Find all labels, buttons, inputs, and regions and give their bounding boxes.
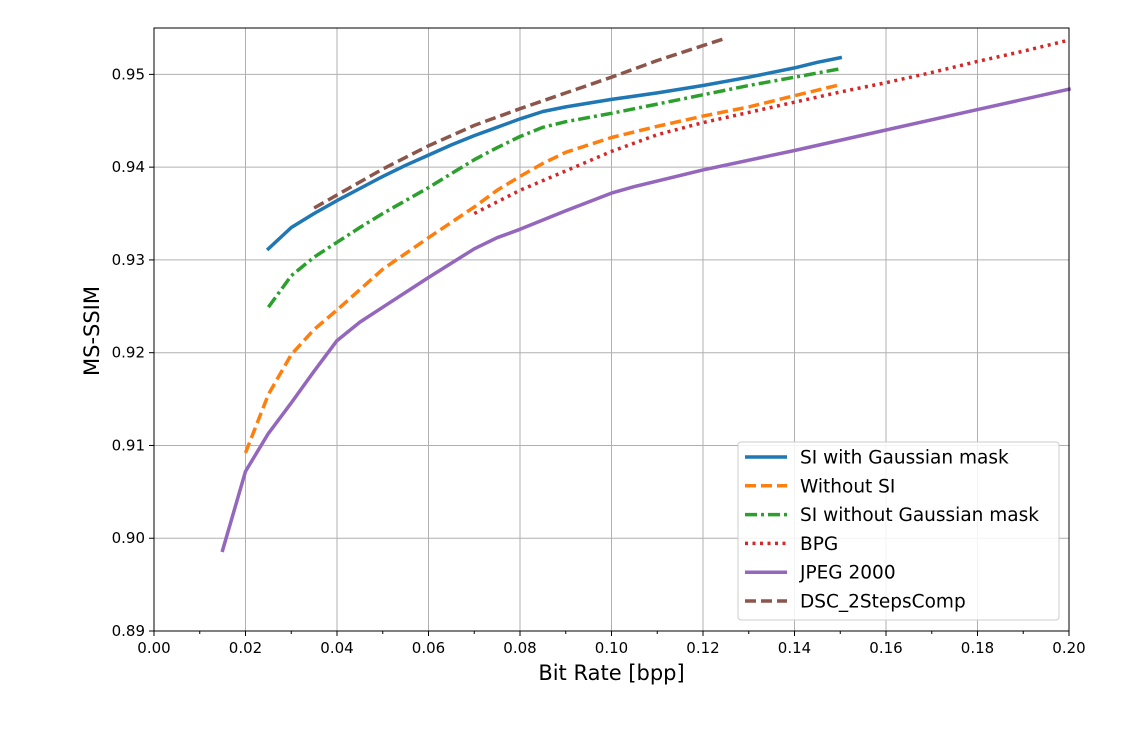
legend-label: SI without Gaussian mask xyxy=(800,505,1039,526)
series-line-5 xyxy=(220,87,1072,553)
legend-label: JPEG 2000 xyxy=(799,563,896,584)
legend-label: DSC_2StepsComp xyxy=(800,592,966,613)
x-tick-label: 0.02 xyxy=(229,639,262,657)
y-tick-label: 0.93 xyxy=(112,251,145,269)
x-tick-label: 0.12 xyxy=(686,639,719,657)
series-line-3 xyxy=(266,67,841,309)
legend-label: BPG xyxy=(800,534,838,555)
x-tick-label: 0.18 xyxy=(961,639,994,657)
y-tick-label: 0.92 xyxy=(112,344,145,362)
x-tick-label: 0.20 xyxy=(1052,639,1085,657)
series-layer xyxy=(220,36,1072,553)
x-tick-label: 0.08 xyxy=(503,639,536,657)
x-axis-title: Bit Rate [bpp] xyxy=(538,661,684,685)
x-tick-label: 0.10 xyxy=(595,639,628,657)
series-line-6 xyxy=(313,36,727,210)
y-tick-label: 0.95 xyxy=(112,65,145,83)
y-tick-label: 0.90 xyxy=(112,529,145,547)
legend: SI with Gaussian mask Without SI SI withou… xyxy=(737,441,1060,621)
x-tick-label: 0.00 xyxy=(137,639,170,657)
series-line-1 xyxy=(265,55,843,252)
y-tick-label: 0.91 xyxy=(112,436,145,454)
legend-box xyxy=(737,441,1060,621)
x-tick-label: 0.14 xyxy=(778,639,811,657)
y-axis: 0.89 0.90 0.91 0.92 0.93 0.94 0.95 xyxy=(112,65,154,640)
legend-label: Without SI xyxy=(800,476,895,497)
y-axis-title: MS-SSIM xyxy=(80,286,104,376)
x-axis: 0.00 0.02 0.04 0.06 0.08 0.10 0.12 0.14 0.16 0.18… xyxy=(137,631,1086,657)
x-tick-label: 0.06 xyxy=(412,639,445,657)
series-line-4 xyxy=(473,38,1070,216)
x-tick-label: 0.16 xyxy=(869,639,902,657)
y-tick-label: 0.89 xyxy=(112,622,145,640)
y-tick-label: 0.94 xyxy=(112,158,145,176)
series-line-2 xyxy=(243,82,841,454)
x-tick-label: 0.04 xyxy=(320,639,353,657)
legend-label: SI with Gaussian mask xyxy=(800,448,1009,469)
